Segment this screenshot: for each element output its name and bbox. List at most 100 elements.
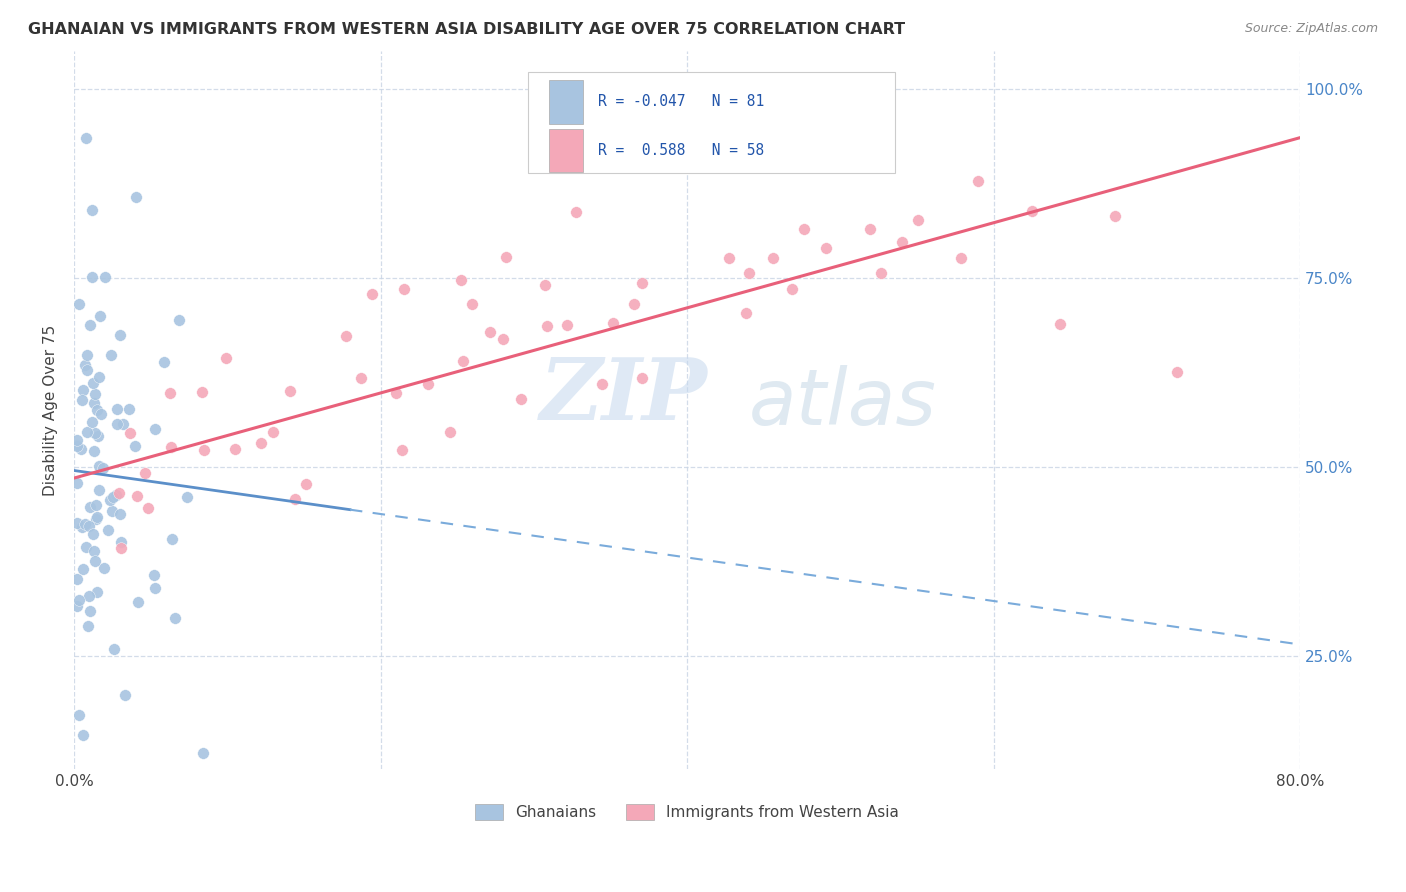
Point	[110, 541, 132, 555]
Point	[214, 351, 236, 365]
Point	[73, 516, 96, 531]
Point	[84, 498, 107, 512]
Point	[108, 327, 131, 342]
Point	[118, 402, 141, 417]
Point	[555, 318, 578, 332]
Point	[125, 190, 148, 204]
Point	[602, 316, 624, 330]
Point	[67, 297, 90, 311]
Point	[591, 376, 613, 391]
Point	[335, 328, 357, 343]
Point	[79, 604, 101, 618]
Point	[86, 585, 108, 599]
Point	[349, 371, 371, 385]
Point	[127, 595, 149, 609]
Point	[83, 544, 105, 558]
Point	[191, 746, 214, 760]
Point	[86, 403, 108, 417]
Point	[536, 319, 558, 334]
Point	[84, 425, 107, 440]
Point	[83, 387, 105, 401]
Point	[90, 408, 112, 422]
Point	[87, 458, 110, 473]
Point	[76, 363, 98, 377]
Point	[891, 235, 914, 249]
Point	[949, 252, 972, 266]
Point	[967, 174, 990, 188]
Point	[870, 266, 893, 280]
Text: ZIP: ZIP	[540, 354, 707, 437]
Bar	[548, 80, 583, 124]
Text: Source: ZipAtlas.com: Source: ZipAtlas.com	[1244, 22, 1378, 36]
Point	[392, 282, 415, 296]
Point	[103, 642, 125, 657]
Text: GHANAIAN VS IMMIGRANTS FROM WESTERN ASIA DISABILITY AGE OVER 75 CORRELATION CHAR: GHANAIAN VS IMMIGRANTS FROM WESTERN ASIA…	[28, 22, 905, 37]
Y-axis label: Disability Age Over 75: Disability Age Over 75	[44, 325, 58, 496]
Point	[391, 442, 413, 457]
Point	[143, 581, 166, 595]
Point	[1104, 209, 1126, 223]
Point	[87, 483, 110, 498]
Point	[66, 439, 89, 453]
Point	[83, 395, 105, 409]
Point	[160, 532, 183, 546]
Point	[1021, 204, 1043, 219]
Point	[564, 205, 586, 219]
Text: atlas: atlas	[748, 365, 936, 441]
Point	[66, 438, 89, 452]
Point	[492, 332, 515, 346]
Point	[79, 500, 101, 514]
Point	[100, 348, 122, 362]
Point	[101, 490, 124, 504]
Point	[75, 130, 97, 145]
Point	[69, 442, 91, 456]
Point	[98, 492, 121, 507]
Point	[67, 592, 90, 607]
Point	[118, 425, 141, 440]
Point	[262, 425, 284, 440]
Point	[66, 475, 89, 490]
Point	[66, 572, 89, 586]
Point	[70, 520, 93, 534]
Point	[72, 383, 94, 397]
Point	[79, 589, 101, 603]
Point	[143, 568, 166, 582]
Point	[80, 415, 103, 429]
Point	[450, 273, 472, 287]
Point	[89, 309, 111, 323]
Point	[160, 441, 183, 455]
Point	[112, 417, 135, 432]
Point	[124, 439, 146, 453]
Point	[107, 402, 129, 417]
Point	[479, 325, 502, 339]
Point	[534, 278, 557, 293]
Point	[72, 728, 94, 742]
Point	[165, 611, 187, 625]
Point	[94, 269, 117, 284]
Point	[84, 554, 107, 568]
Point	[72, 562, 94, 576]
Point	[136, 501, 159, 516]
Point	[294, 476, 316, 491]
Point	[143, 422, 166, 436]
Point	[91, 461, 114, 475]
Point	[193, 442, 215, 457]
Point	[153, 355, 176, 369]
Point	[73, 358, 96, 372]
Point	[284, 492, 307, 507]
Point	[82, 202, 104, 217]
Point	[97, 523, 120, 537]
Point	[859, 221, 882, 235]
Point	[108, 507, 131, 521]
Point	[70, 392, 93, 407]
Point	[224, 442, 246, 456]
Point	[67, 708, 90, 723]
Point	[191, 385, 214, 400]
Point	[84, 512, 107, 526]
Point	[127, 489, 149, 503]
Point	[738, 266, 761, 280]
Bar	[548, 129, 583, 172]
Point	[108, 485, 131, 500]
Point	[76, 425, 98, 440]
Point	[82, 527, 104, 541]
